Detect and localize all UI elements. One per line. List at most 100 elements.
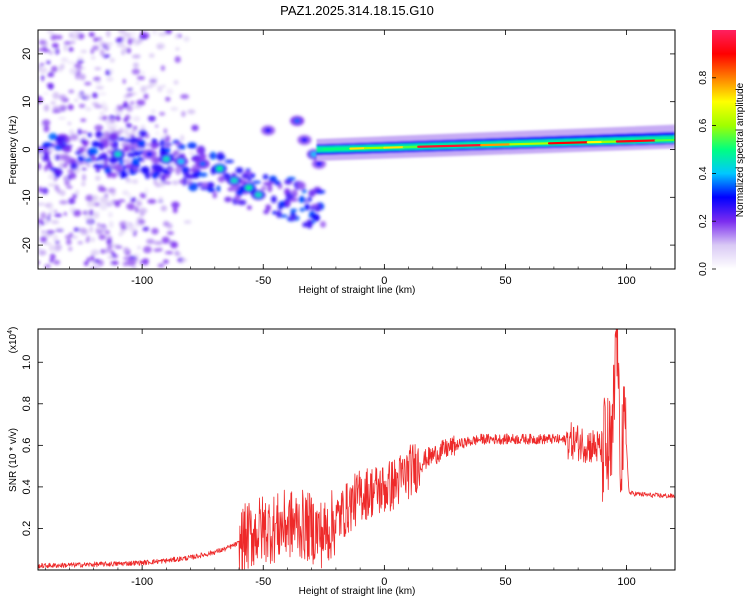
heatmap-band-cell <box>106 149 112 154</box>
carrier-core-segment <box>654 138 675 142</box>
heatmap-noise-cell <box>96 222 101 227</box>
heatmap-noise-cell <box>175 251 182 257</box>
heatmap-noise-cell <box>115 111 124 116</box>
heatmap-band-cell <box>235 194 241 202</box>
heatmap-noise-cell <box>98 234 107 240</box>
heatmap-band-cell <box>151 156 161 164</box>
heatmap-noise-cell <box>124 129 129 136</box>
heatmap-noise-cell <box>90 237 96 243</box>
heatmap-blob <box>300 137 308 143</box>
heatmap-band-cell <box>183 171 190 177</box>
heatmap-noise-cell <box>123 247 130 253</box>
heatmap-noise-cell <box>155 184 161 188</box>
snr-series-line <box>38 329 675 570</box>
spectrogram-y-ticks: 20 10 0 -10 -20 <box>21 48 675 253</box>
heatmap-noise-cell <box>158 32 168 37</box>
heatmap-noise-cell <box>73 30 82 34</box>
heatmap-noise-cell <box>105 69 111 76</box>
heatmap-band-cell <box>270 195 277 204</box>
heatmap-blob <box>230 178 238 184</box>
spectrogram-blobs <box>38 30 327 269</box>
heatmap-noise-cell <box>81 181 86 187</box>
heatmap-noise-cell <box>46 60 51 65</box>
heatmap-noise-cell <box>139 192 147 199</box>
heatmap-noise-cell <box>43 92 49 95</box>
heatmap-noise-cell <box>173 80 179 85</box>
heatmap-band-cell <box>285 192 295 200</box>
heatmap-blob <box>199 161 207 167</box>
heatmap-blob <box>245 185 253 191</box>
heatmap-blob <box>162 156 170 162</box>
heatmap-noise-cell <box>50 34 57 41</box>
heatmap-band-cell <box>267 184 273 193</box>
heatmap-noise-cell <box>131 54 141 59</box>
heatmap-noise-cell <box>180 94 190 100</box>
heatmap-blob <box>264 127 272 133</box>
heatmap-noise-cell <box>126 259 136 267</box>
heatmap-noise-cell <box>160 205 168 212</box>
heatmap-noise-cell <box>91 266 101 269</box>
heatmap-noise-cell <box>69 133 79 141</box>
heatmap-noise-cell <box>104 229 111 235</box>
heatmap-noise-cell <box>68 197 76 205</box>
heatmap-noise-cell <box>109 57 115 63</box>
heatmap-blob <box>114 151 122 157</box>
heatmap-band-cell <box>138 129 148 138</box>
heatmap-noise-cell <box>38 223 41 230</box>
heatmap-noise-cell <box>84 95 91 99</box>
heatmap-noise-cell <box>142 258 149 263</box>
heatmap-noise-cell <box>107 187 116 194</box>
heatmap-band-cell <box>80 138 86 143</box>
heatmap-noise-cell <box>38 152 43 159</box>
heatmap-noise-cell <box>122 103 129 109</box>
heatmap-band-cell <box>173 150 179 155</box>
heatmap-noise-cell <box>93 104 103 109</box>
heatmap-noise-cell <box>130 225 136 234</box>
y-tick-label: 0.2 <box>21 521 33 536</box>
heatmap-noise-cell <box>135 206 139 213</box>
heatmap-noise-cell <box>123 117 129 123</box>
heatmap-noise-cell <box>49 206 54 213</box>
heatmap-band-cell <box>290 211 296 218</box>
heatmap-noise-cell <box>38 96 43 104</box>
heatmap-noise-cell <box>137 219 146 225</box>
heatmap-noise-cell <box>127 37 133 45</box>
snr-frame <box>37 328 676 571</box>
heatmap-band-cell <box>175 142 180 147</box>
y-tick-label: 0 <box>21 146 33 152</box>
heatmap-noise-cell <box>58 162 64 169</box>
heatmap-noise-cell <box>105 200 114 205</box>
heatmap-noise-cell <box>74 98 78 102</box>
heatmap-noise-cell <box>68 246 73 251</box>
heatmap-band-cell <box>247 177 252 182</box>
heatmap-noise-cell <box>145 85 154 89</box>
heatmap-noise-cell <box>63 211 67 216</box>
heatmap-noise-cell <box>158 196 163 202</box>
carrier-core-segment <box>363 146 386 150</box>
heatmap-band-cell <box>207 182 215 189</box>
heatmap-noise-cell <box>137 246 141 250</box>
heatmap-noise-cell <box>90 56 96 60</box>
heatmap-noise-cell <box>165 96 171 102</box>
heatmap-noise-cell <box>64 180 71 186</box>
x-tick-label: 100 <box>617 576 635 588</box>
heatmap-noise-cell <box>38 186 42 193</box>
heatmap-band-cell <box>218 175 225 183</box>
heatmap-blob <box>293 118 301 124</box>
heatmap-band-cell <box>290 208 298 212</box>
colorbar-tick-label: 0.0 <box>698 262 709 276</box>
heatmap-band-cell <box>196 148 202 154</box>
heatmap-noise-cell <box>123 32 132 38</box>
heatmap-noise-cell <box>40 221 45 226</box>
heatmap-noise-cell <box>49 253 56 261</box>
heatmap-band-cell <box>137 156 144 162</box>
heatmap-band-cell <box>304 203 310 211</box>
heatmap-noise-cell <box>157 263 165 268</box>
heatmap-noise-cell <box>125 177 130 181</box>
heatmap-band-cell <box>249 173 256 178</box>
heatmap-band-cell <box>131 158 139 166</box>
heatmap-noise-cell <box>129 101 135 105</box>
heatmap-noise-cell <box>114 200 121 208</box>
colorbar-tick-label: 0.8 <box>698 70 709 84</box>
